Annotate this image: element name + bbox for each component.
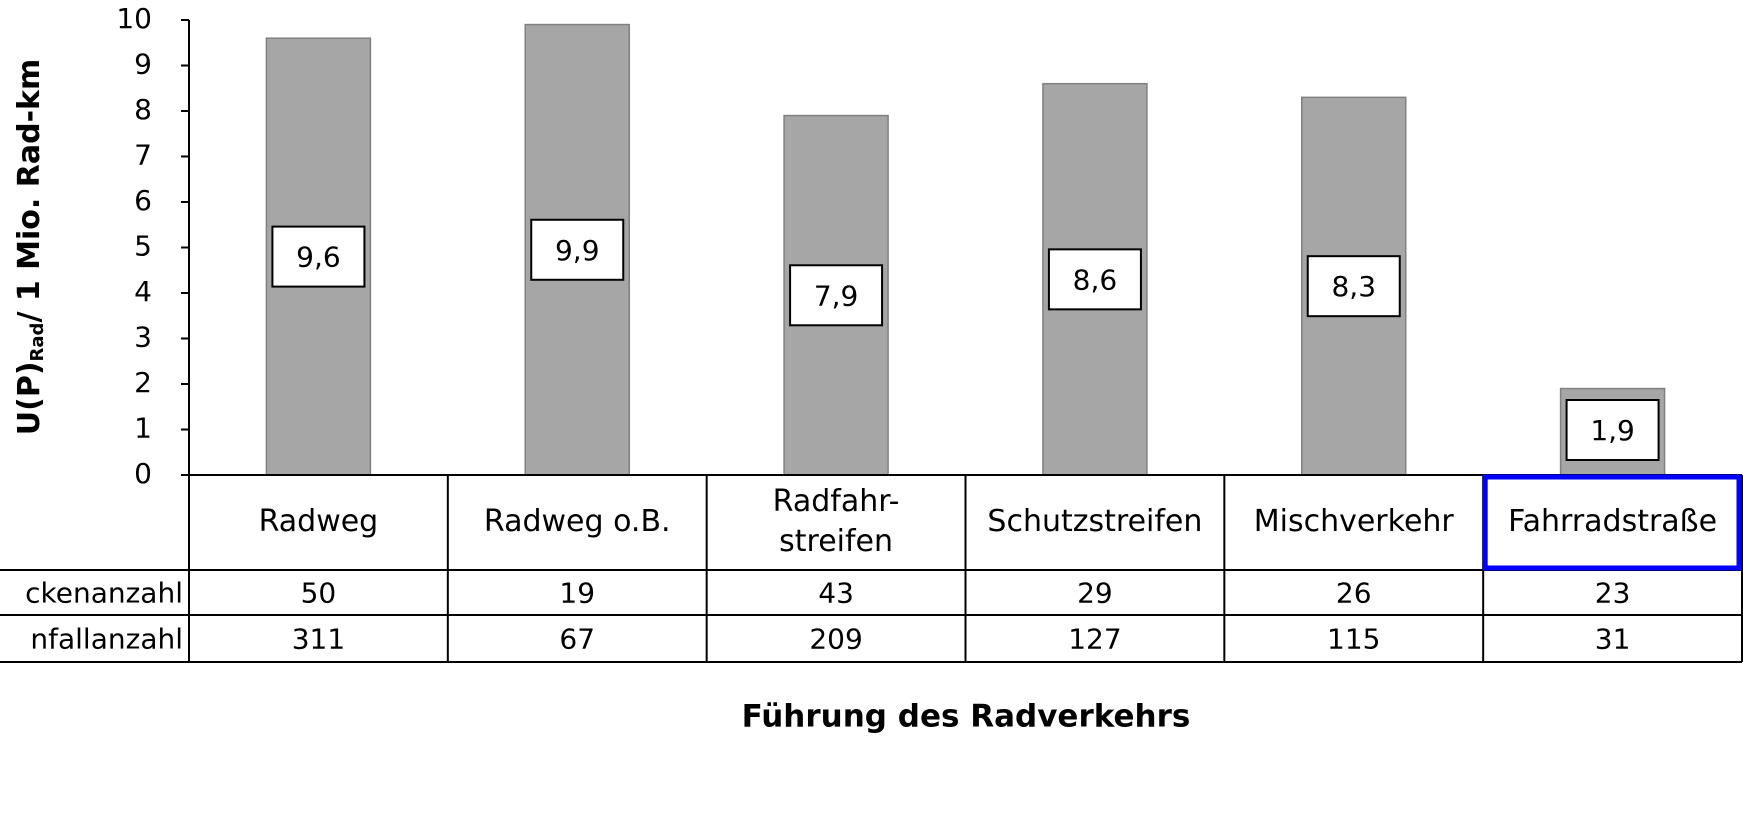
- y-tick-label: 6: [134, 184, 152, 217]
- value-label: 9,6: [296, 241, 341, 274]
- y-tick-label: 8: [134, 93, 152, 126]
- table-cell: 127: [1068, 623, 1121, 656]
- value-label: 9,9: [555, 234, 600, 267]
- y-tick-label: 10: [116, 2, 152, 35]
- table-cell: 43: [818, 577, 854, 610]
- category-label-line: Schutzstreifen: [987, 504, 1202, 539]
- y-tick-label: 0: [134, 457, 152, 490]
- value-label: 8,3: [1331, 270, 1376, 303]
- y-tick-label: 4: [134, 275, 152, 308]
- value-label-box: [1306, 255, 1401, 318]
- table-cell: 311: [292, 623, 345, 656]
- y-tick-label: 1: [134, 412, 152, 445]
- y-tick-label: 2: [134, 366, 152, 399]
- table-row-label: nfallanzahl: [30, 623, 183, 656]
- table-cell: 31: [1595, 623, 1631, 656]
- value-label-box: [1047, 248, 1142, 311]
- value-label: 8,6: [1073, 263, 1118, 296]
- y-axis-title-sub: Rad: [27, 323, 48, 362]
- value-label-box: [530, 218, 625, 281]
- category-label-line: Radweg: [259, 504, 379, 539]
- table-cell: 115: [1327, 623, 1380, 656]
- highlight-box: [1482, 474, 1742, 571]
- y-tick-label: 3: [134, 321, 152, 354]
- table-cell: 209: [809, 623, 862, 656]
- category-label: Mischverkehr: [1254, 504, 1455, 539]
- table-row-label: ckenanzahl: [25, 577, 183, 610]
- table-cell: 23: [1595, 577, 1631, 610]
- table-cell: 29: [1077, 577, 1113, 610]
- table-cell: 67: [559, 623, 595, 656]
- category-label: Schutzstreifen: [987, 504, 1202, 539]
- y-axis-title-rest: / 1 Mio. Rad-km: [12, 59, 47, 323]
- value-label: 1,9: [1590, 414, 1635, 447]
- category-label-line: Fahrradstraße: [1508, 504, 1717, 539]
- value-label-box: [271, 225, 366, 288]
- value-label-box: [789, 264, 884, 327]
- table-cell: 50: [301, 577, 337, 610]
- category-label-line: streifen: [779, 524, 893, 559]
- y-tick-label: 5: [134, 230, 152, 263]
- category-label: Radweg: [259, 504, 379, 539]
- category-label: Radfahr-streifen: [773, 484, 900, 559]
- category-label: Radweg o.B.: [484, 504, 671, 539]
- table-cell: 26: [1336, 577, 1372, 610]
- category-label: Fahrradstraße: [1508, 504, 1717, 539]
- y-axis-title: U(P)Rad/ 1 Mio. Rad-km: [12, 59, 49, 435]
- y-axis-title-main: U(P): [12, 361, 47, 435]
- y-tick-label: 7: [134, 139, 152, 172]
- value-label-box: [1565, 399, 1660, 461]
- category-label-line: Mischverkehr: [1254, 504, 1455, 539]
- y-tick-label: 9: [134, 48, 152, 81]
- x-axis-title: Führung des Radverkehrs: [742, 699, 1191, 735]
- category-label-line: Radfahr-: [773, 484, 900, 519]
- category-label-line: Radweg o.B.: [484, 504, 671, 539]
- table-cell: 19: [559, 577, 595, 610]
- value-label: 7,9: [814, 279, 859, 312]
